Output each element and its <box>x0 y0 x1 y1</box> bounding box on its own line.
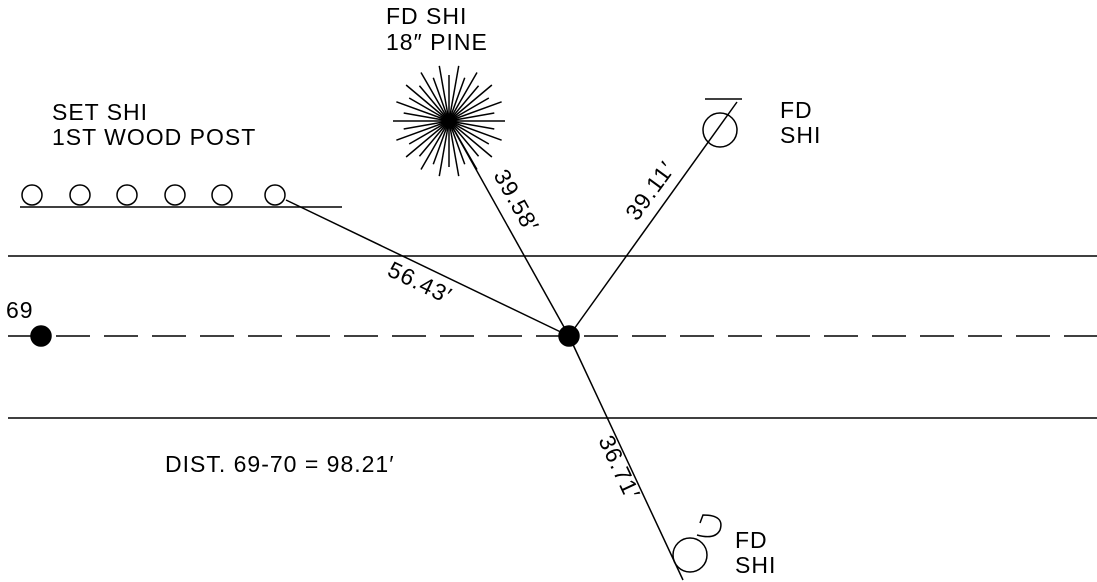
pine-ray <box>448 112 495 122</box>
distance: 39.11′ <box>620 156 680 225</box>
tie-line <box>285 199 570 337</box>
label: 1ST WOOD POST <box>52 124 256 150</box>
distance: 36.71′ <box>593 431 645 504</box>
pine-ray <box>448 65 460 122</box>
pine-ray <box>448 120 490 145</box>
pine-ray <box>448 120 502 141</box>
pine-ray <box>396 101 450 122</box>
label: SET SHI <box>52 99 148 125</box>
pine-ray <box>405 120 450 158</box>
label: DIST. 69-70 = 98.21′ <box>165 451 395 477</box>
label: FD <box>780 97 813 123</box>
pine-ray <box>408 120 450 145</box>
pine-ray <box>448 77 466 122</box>
tie-line <box>568 335 684 581</box>
pine-ray <box>448 101 502 122</box>
pine-ray <box>405 84 450 122</box>
pine-ray <box>408 97 450 122</box>
pine-ray <box>448 85 480 122</box>
label: 18″ PINE <box>386 29 488 55</box>
pine-ray <box>448 120 493 158</box>
tie-line <box>568 101 738 337</box>
pine-ray <box>403 120 450 130</box>
pine-ray <box>448 120 466 165</box>
pine-ray <box>448 120 478 170</box>
pine-ray <box>448 84 493 122</box>
monument-top <box>702 98 742 148</box>
pine-ray <box>448 120 460 177</box>
label: 69 <box>6 297 34 323</box>
pine-ray <box>438 65 450 122</box>
pine-ray <box>448 97 490 122</box>
pine-ray <box>438 120 450 177</box>
label: FD SHI <box>386 3 467 29</box>
pine-ray <box>448 72 478 122</box>
pine-ray <box>448 120 495 130</box>
pine-ray <box>418 85 450 122</box>
pine-ray <box>420 120 450 170</box>
pine-symbol <box>393 65 505 177</box>
pine-ray <box>396 120 450 141</box>
pine-ray <box>418 120 450 157</box>
posts <box>20 184 342 208</box>
monument-bottom <box>672 514 722 573</box>
label: SHI <box>780 122 821 148</box>
pine-ray <box>420 72 450 122</box>
label: SHI <box>735 552 776 578</box>
pine-ray <box>448 120 480 157</box>
label: FD <box>735 527 768 553</box>
point-69 <box>30 325 52 347</box>
pine-ray <box>403 112 450 122</box>
pine-ray <box>432 120 450 165</box>
pine-ray <box>432 77 450 122</box>
distance: 39.58′ <box>489 165 545 237</box>
